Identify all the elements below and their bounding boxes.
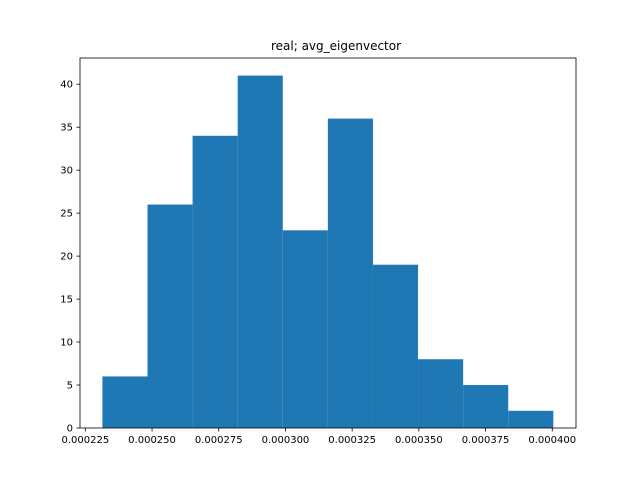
histogram-bar [237,75,283,428]
x-tick-label: 0.000300 [262,435,310,446]
x-tick-label: 0.000250 [128,435,176,446]
x-axis: 0.000225 0.000250 0.000275 0.000300 0.000325… [61,428,576,446]
histogram-bar [418,359,464,428]
histogram-bar [463,385,509,428]
y-tick-label: 10 [60,338,73,349]
y-tick-label: 35 [60,123,73,134]
y-tick-label: 5 [67,381,73,392]
bars-group [102,75,554,428]
x-tick-label: 0.000350 [395,435,443,446]
x-tick-label: 0.000325 [328,435,376,446]
histogram-bar [192,135,238,428]
histogram-bar [508,410,554,428]
x-tick-label: 0.000400 [528,435,576,446]
plot-frame [79,57,577,429]
x-tick-label: 0.000275 [195,435,243,446]
y-tick-label: 0 [67,424,73,435]
y-tick-label: 40 [60,80,73,91]
histogram-bar [327,118,373,428]
y-tick-label: 15 [60,295,73,306]
histogram-bar [282,230,328,428]
histogram-bar [372,264,419,428]
y-tick-label: 20 [60,252,73,263]
chart-title: real; avg_eigenvector [271,39,401,53]
histogram-bar [147,204,193,428]
x-tick-label: 0.000375 [462,435,510,446]
histogram-bar [102,376,148,428]
y-axis: 0 5 10 15 20 25 30 35 40 [60,80,80,435]
x-tick-label: 0.000225 [61,435,109,446]
y-tick-label: 30 [60,166,73,177]
y-tick-label: 25 [60,209,73,220]
